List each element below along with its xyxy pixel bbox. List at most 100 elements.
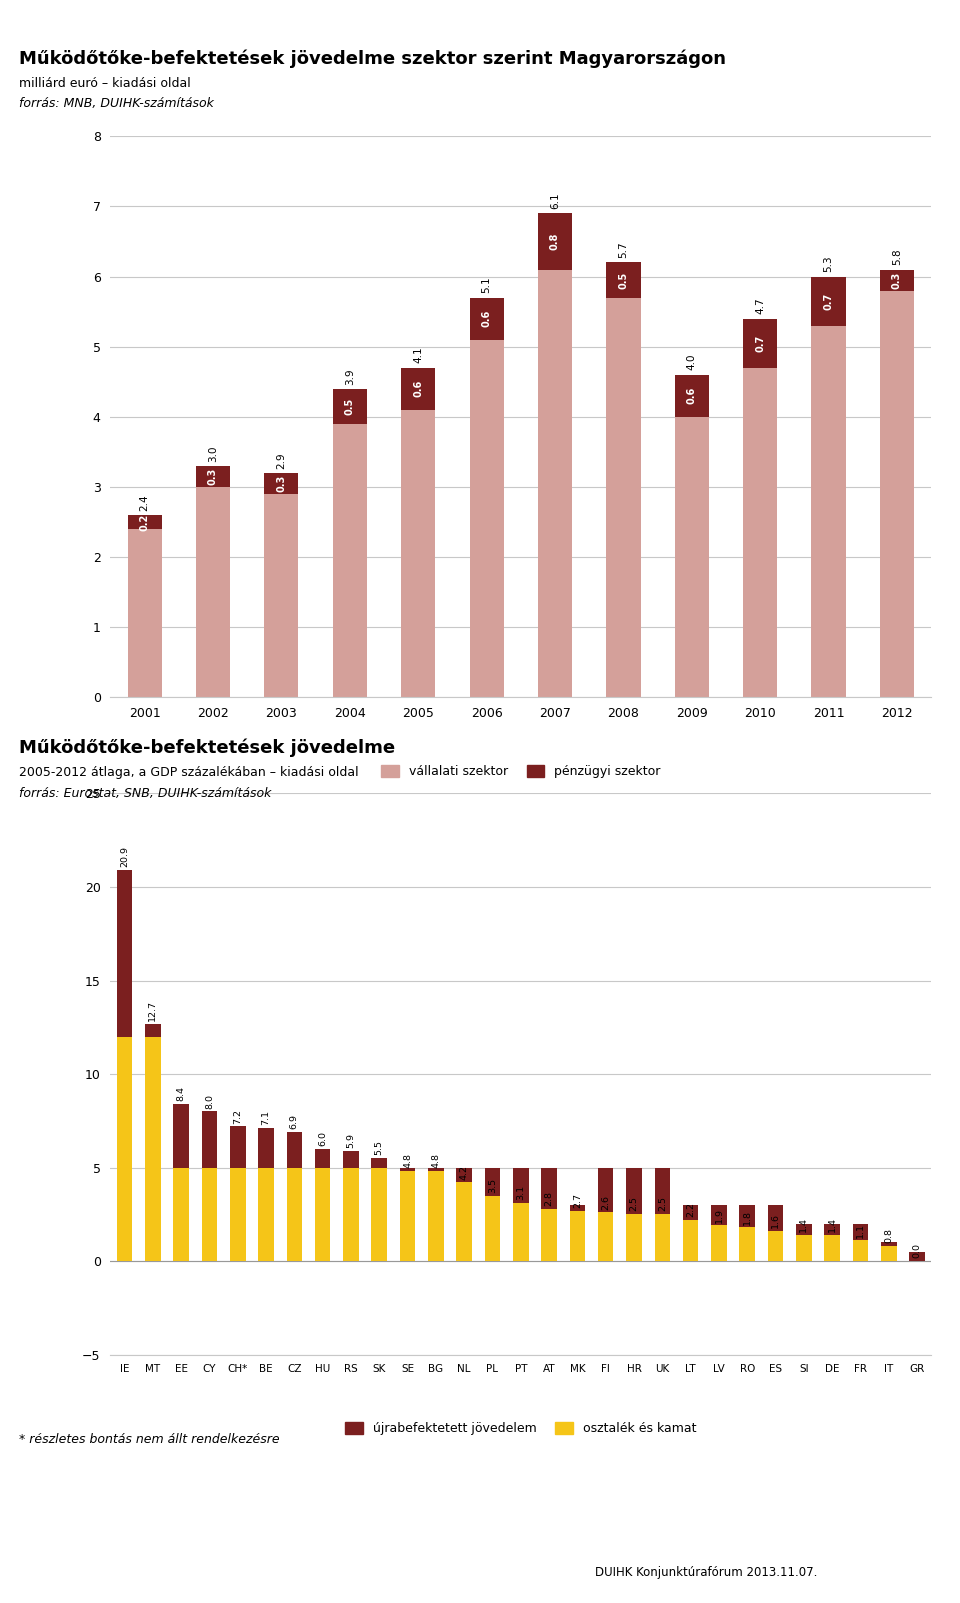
Text: 7.1: 7.1 [261, 1111, 271, 1125]
Bar [909, 1252, 924, 1262]
Bar [485, 1167, 500, 1196]
Text: 0.8: 0.8 [884, 1228, 893, 1244]
Text: 4.8: 4.8 [403, 1154, 412, 1169]
Bar [607, 263, 640, 298]
Text: 2.7: 2.7 [573, 1193, 582, 1207]
Text: forrás: Eurostat, SNB, DUIHK-számítások: forrás: Eurostat, SNB, DUIHK-számítások [19, 787, 272, 800]
Bar [675, 375, 708, 417]
Bar [469, 340, 504, 697]
Bar [202, 1167, 217, 1262]
Bar [598, 1167, 613, 1262]
Bar [343, 1167, 359, 1262]
Text: 0.8: 0.8 [550, 232, 560, 250]
Bar [401, 367, 435, 410]
Bar [607, 298, 640, 697]
Bar [315, 1167, 330, 1262]
Bar [399, 1167, 416, 1172]
Text: 3.9: 3.9 [345, 369, 355, 385]
Text: 6.1: 6.1 [550, 192, 560, 208]
Bar [825, 1223, 840, 1234]
Bar [513, 1167, 529, 1202]
Text: 5.5: 5.5 [374, 1140, 384, 1156]
Text: 2.5: 2.5 [630, 1196, 638, 1212]
Bar [372, 1157, 387, 1167]
Bar [569, 1205, 586, 1262]
Text: 0.6: 0.6 [686, 386, 697, 404]
Text: 0.3: 0.3 [208, 468, 218, 486]
Bar [852, 1223, 868, 1262]
Bar [333, 388, 367, 423]
Bar [174, 1104, 189, 1167]
Bar [768, 1205, 783, 1231]
Text: 1.6: 1.6 [771, 1213, 780, 1228]
Text: 5.7: 5.7 [618, 242, 629, 258]
Text: 5.3: 5.3 [824, 256, 833, 273]
Bar [128, 529, 161, 697]
Bar [372, 1167, 387, 1262]
Bar [428, 1167, 444, 1172]
Bar [711, 1205, 727, 1262]
Bar [196, 487, 230, 697]
Text: 2.8: 2.8 [544, 1191, 554, 1205]
Text: 12.7: 12.7 [149, 1000, 157, 1021]
Bar [811, 276, 846, 325]
Text: 0.2: 0.2 [139, 513, 150, 531]
Text: 1.1: 1.1 [856, 1223, 865, 1238]
Text: 3.5: 3.5 [488, 1178, 497, 1193]
Text: 0.7: 0.7 [756, 335, 765, 351]
Bar [796, 1223, 811, 1234]
Text: 0.3: 0.3 [276, 474, 286, 492]
Bar [541, 1167, 557, 1209]
Bar [683, 1205, 699, 1220]
Bar [333, 423, 367, 697]
Bar [541, 1167, 557, 1262]
Bar [117, 1037, 132, 1262]
Text: 2005-2012 átlaga, a GDP százalékában – kiadási oldal: 2005-2012 átlaga, a GDP százalékában – k… [19, 766, 359, 779]
Bar [743, 319, 778, 367]
Bar [796, 1223, 811, 1262]
Bar [315, 1149, 330, 1167]
Text: 1.4: 1.4 [800, 1217, 808, 1233]
Bar [145, 1037, 160, 1262]
Bar [258, 1129, 274, 1167]
Text: 0.6: 0.6 [482, 309, 492, 327]
Bar [174, 1167, 189, 1262]
Bar [401, 410, 435, 697]
Text: 0.0: 0.0 [913, 1244, 922, 1258]
Bar [230, 1167, 246, 1262]
Bar [202, 1111, 217, 1167]
Text: 8.4: 8.4 [177, 1087, 185, 1101]
Legend: újrabefektetett jövedelem, osztalék és kamat: újrabefektetett jövedelem, osztalék és k… [340, 1417, 702, 1439]
Bar [399, 1167, 416, 1262]
Bar [117, 870, 132, 1037]
Bar [287, 1132, 302, 1167]
Text: 7.2: 7.2 [233, 1109, 242, 1124]
Text: 1.4: 1.4 [828, 1217, 836, 1233]
Bar [343, 1151, 359, 1167]
Bar [655, 1167, 670, 1262]
Text: 4.7: 4.7 [756, 298, 765, 314]
Text: 0.3: 0.3 [892, 271, 902, 289]
Bar [128, 515, 161, 529]
Text: 2.5: 2.5 [658, 1196, 667, 1212]
Bar [909, 1252, 924, 1262]
Text: 2.2: 2.2 [686, 1202, 695, 1217]
Bar [598, 1167, 613, 1212]
Text: 8.0: 8.0 [205, 1093, 214, 1109]
Bar [768, 1205, 783, 1262]
Bar [258, 1167, 274, 1262]
Text: 2.9: 2.9 [276, 452, 286, 468]
Bar [428, 1167, 444, 1262]
Bar [683, 1205, 699, 1262]
Bar [287, 1167, 302, 1262]
Bar [145, 1024, 160, 1037]
Bar [881, 1242, 897, 1262]
Text: Működőtőke-befektetések jövedelme szektor szerint Magyarországon: Működőtőke-befektetések jövedelme szekto… [19, 50, 726, 67]
Bar [469, 298, 504, 340]
Text: 4.0: 4.0 [686, 354, 697, 370]
Bar [485, 1167, 500, 1262]
Bar [264, 473, 299, 494]
Bar [811, 325, 846, 697]
Bar [881, 1242, 897, 1246]
Bar [739, 1205, 755, 1262]
